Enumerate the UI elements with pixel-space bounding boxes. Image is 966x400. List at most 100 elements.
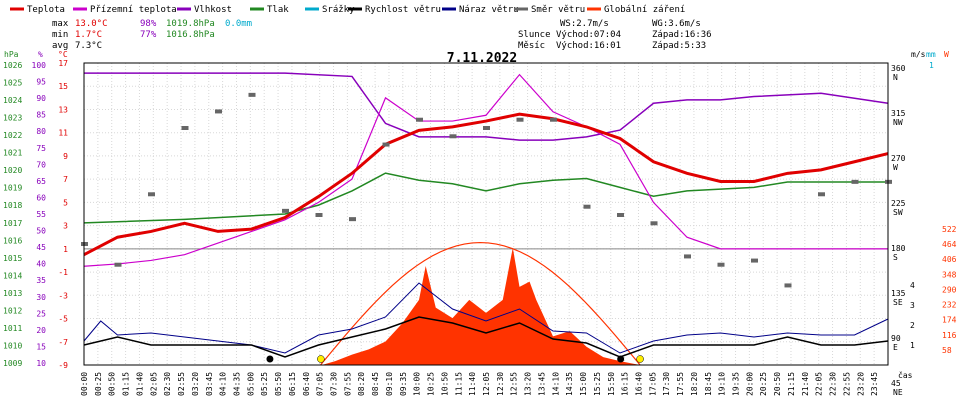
dir-tick-cardinal-4: S [893,253,898,262]
pct-tick-3: 85 [36,111,46,120]
info-block: WS:2.7m/s WG:3.6m/s Slunce Východ:07:04 … [518,19,712,51]
stats-min-label: min [52,30,68,40]
x-tick-54: 22:30 [829,372,838,396]
wind-dir-point-4 [215,109,222,114]
dir-tick-deg-1: 315 [891,109,906,118]
w-tick-5: 232 [942,301,957,310]
info-sun-label: Slunce [518,30,551,40]
stats-avg-label: avg [52,41,68,51]
info-sun-rise: Východ:07:04 [556,30,621,40]
wind-dir-point-1 [114,262,122,267]
x-tick-17: 07:05 [316,372,325,396]
wind-dir-point-14 [550,117,557,122]
ms-tick-2: 2 [910,321,915,330]
x-tick-25: 10:25 [427,372,436,396]
radiation-series [320,241,641,366]
x-tick-15: 06:15 [288,372,297,396]
hpa-tick-6: 1020 [3,166,22,175]
temp-tick-6: 5 [63,198,68,207]
wind-dir-point-23 [851,179,859,184]
hpa-tick-13: 1013 [3,289,22,298]
wind-dir-point-13 [516,117,524,122]
w-tick-0: 522 [942,225,957,234]
temp-tick-1: 15 [58,82,68,91]
dir-tick-deg-2: 270 [891,154,906,163]
x-tick-11: 04:35 [232,372,241,396]
dir-tick-deg-0: 360 [891,64,906,73]
stats-max-press: 1019.8hPa [166,19,215,29]
dir-tick-cardinal-6: E [893,343,898,352]
x-tick-48: 20:00 [745,372,754,396]
x-tick-7: 02:55 [177,372,186,396]
x-tick-31: 12:55 [510,372,519,396]
temp-tick-12: -7 [58,338,68,347]
line-series [81,72,892,363]
wind-dir-point-8 [349,217,356,222]
x-tick-44: 18:20 [690,372,699,396]
x-tick-49: 20:25 [759,372,768,396]
ms-tick-0: 4 [910,281,915,290]
pct-tick-7: 65 [36,177,46,186]
pct-tick-15: 25 [36,309,46,318]
wind-dir-point-20 [751,258,758,263]
x-tick-37: 15:25 [593,372,602,396]
info-sun-set: Západ:16:36 [652,30,712,40]
legend: Teplota Přízemní teplota Vlhkost Tlak Srážky… [10,5,685,15]
temp-tick-2: 13 [58,105,68,114]
pct-tick-13: 35 [36,276,46,285]
stats-max-label: max [52,19,69,29]
x-tick-19: 07:55 [343,372,352,396]
legend-label-6: Náraz větru [459,5,519,15]
pct-tick-18: 10 [36,359,46,368]
wind-dir-point-15 [583,204,591,209]
pct-tick-1: 95 [36,78,46,87]
stats-min-press: 1016.8hPa [166,30,215,40]
ms-tick-1: 3 [910,301,915,310]
info-ws: WS:2.7m/s [560,19,609,29]
radiation-theoretical [320,241,641,366]
x-tick-16: 06:40 [302,372,311,396]
hpa-tick-7: 1019 [3,184,22,193]
x-tick-42: 17:30 [662,372,671,396]
x-tick-38: 15:50 [607,372,616,396]
pct-tick-11: 45 [36,243,46,252]
pct-tick-9: 55 [36,210,46,219]
x-tick-8: 03:20 [191,372,200,396]
wind-dir-point-22 [818,192,825,197]
x-tick-20: 08:20 [357,372,366,396]
x-tick-27: 11:15 [454,372,463,396]
x-tick-53: 22:05 [815,372,824,396]
temp-tick-7: 3 [63,222,68,231]
hpa-tick-15: 1011 [3,324,22,333]
wind-dir-point-21 [784,283,792,288]
series-wind-speed [83,316,889,358]
pct-tick-0: 100 [32,61,47,70]
x-tick-36: 15:00 [579,372,588,396]
dir-tick-cardinal-2: W [893,163,898,172]
x-tick-22: 09:10 [385,372,394,396]
pct-tick-10: 50 [36,227,46,236]
stats-block: max 13.0°C 98% 1019.8hPa 0.0mm min 1.7°C… [52,19,252,51]
legend-label-2: Vlhkost [194,5,232,15]
x-tick-12: 05:00 [246,372,255,396]
stats-avg-temp: 7.3°C [75,41,102,51]
pct-tick-5: 75 [36,144,46,153]
series-ground-temp [83,73,888,267]
stats-max-hum: 98% [140,19,157,29]
x-tick-40: 16:40 [634,372,643,396]
info-moon-set: Západ:5:33 [652,41,706,51]
hpa-tick-10: 1016 [3,236,22,245]
wind-dir-point-19 [717,262,725,267]
temp-tick-13: -9 [58,361,68,370]
w-tick-1: 464 [942,240,957,249]
x-tick-13: 05:25 [260,372,269,396]
hpa-tick-14: 1012 [3,306,22,315]
wind-dir-point-2 [148,192,155,197]
wind-dir-point-11 [449,134,457,139]
x-tick-24: 10:00 [413,372,422,396]
wind-dir-point-3 [181,126,189,130]
axes: 1026102510241023102210211020101910181017… [3,59,957,397]
pct-tick-8: 60 [36,193,46,202]
wind-dir-point-9 [382,142,390,147]
dir-tick-deg-4: 180 [891,244,906,253]
